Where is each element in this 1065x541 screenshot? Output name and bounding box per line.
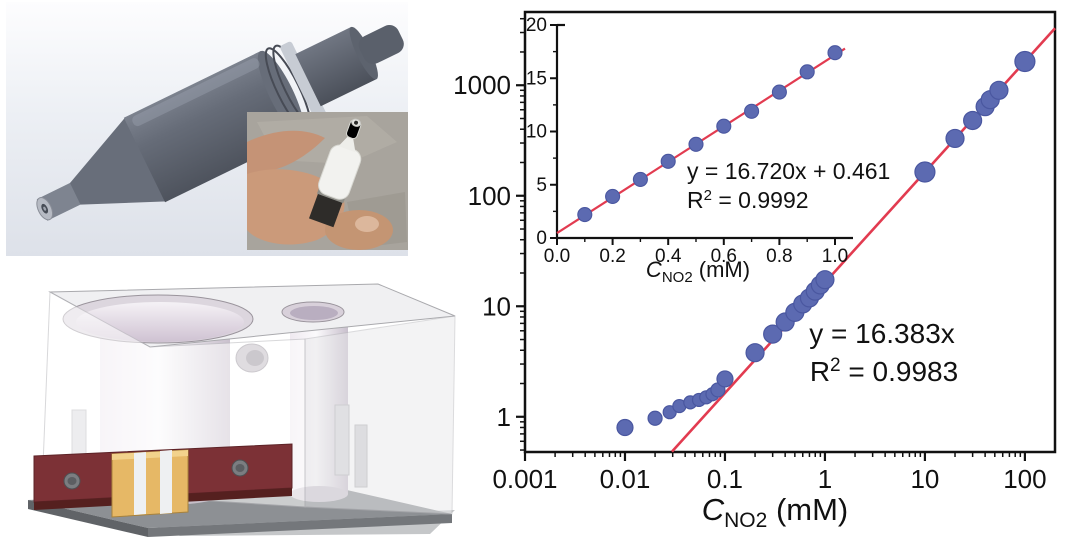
inset-x-tick-label: 0.2	[599, 246, 625, 267]
main-x-axis-label: CNO2 (mM)	[702, 492, 848, 532]
main-data-point	[815, 270, 835, 290]
screw-left-head	[67, 477, 77, 485]
main-r-squared-label: R2 = 0.9983	[810, 355, 958, 387]
y-tick-label: 100	[468, 181, 511, 211]
inset-y-tick-label: 15	[526, 68, 547, 89]
y-tick-label: 1000	[453, 70, 511, 100]
inset-data-point	[688, 136, 704, 152]
main-data-point	[963, 110, 983, 131]
inset-data-point	[827, 45, 843, 61]
probe-nozzle-hole	[354, 120, 359, 125]
hand-fingers	[247, 130, 325, 174]
sensor-tip-hole-center	[43, 206, 47, 211]
inset-data-point	[744, 103, 760, 119]
inset-data-point	[632, 171, 648, 187]
sensor-white-stripe-2	[160, 450, 172, 514]
inset-plot: 0.0 0.2 0.4 0.6 0.8 1.0 0 5 10 15 20 y = 16.720x + …	[526, 15, 890, 286]
main-data-point	[616, 418, 634, 437]
white-probe	[308, 118, 362, 228]
inset-x-axis-label: CNO2 (mM)	[646, 257, 750, 286]
inset-data-point	[716, 118, 732, 134]
main-data-point	[763, 324, 783, 344]
x-tick-label: 0.01	[600, 464, 651, 494]
sensor-nose-cone	[69, 116, 167, 205]
main-data-point	[716, 370, 734, 388]
flow-cell-cad-render	[28, 283, 456, 537]
flow-cell-panel	[0, 260, 460, 541]
screw-right-head	[235, 464, 245, 472]
inset-x-tick-label: 1.0	[822, 246, 848, 267]
x-tick-label: 10	[910, 464, 939, 494]
sensor-cad-render	[6, 2, 408, 256]
inset-r-squared-label: R2 = 0.9992	[687, 187, 809, 213]
y-tick-label: 10	[482, 291, 511, 321]
fingernail	[355, 216, 379, 232]
main-data-point	[647, 410, 663, 426]
inset-data-point	[605, 188, 621, 205]
inset-y-tick-label: 10	[526, 122, 547, 143]
inset-data-point	[799, 64, 815, 80]
base-plate-front	[28, 500, 148, 537]
main-data-point	[914, 161, 936, 183]
main-data-point	[1014, 50, 1036, 73]
inset-x-tick-label: 0.8	[766, 246, 792, 267]
sensor-rear-stub	[358, 24, 404, 65]
small-bore	[290, 306, 338, 320]
gold-sensor-element	[111, 449, 189, 518]
block-right-face	[304, 315, 456, 515]
sensor-barrel-highlight	[132, 58, 260, 127]
inset-data-point	[660, 153, 676, 169]
main-data-point	[945, 128, 965, 149]
inset-x-tick-label: 0.4	[655, 246, 682, 267]
inset-x-tick-label: 0.6	[711, 246, 737, 267]
base-plate-right	[148, 514, 452, 537]
sensor-silver-band	[280, 41, 328, 123]
sensor-render-panel	[6, 2, 408, 256]
inset-y-tick-label: 20	[526, 15, 547, 36]
y-tick-label: 1	[497, 402, 511, 432]
sensor-body	[36, 24, 404, 221]
x-tick-label: 0.001	[492, 464, 557, 494]
sensor-main-barrel	[123, 51, 302, 203]
main-plot-frame	[523, 10, 1057, 454]
main-data-point	[989, 80, 1009, 100]
inset-data-point	[771, 84, 787, 100]
inset-y-tick-label: 5	[536, 175, 547, 196]
probe-photo-inset	[247, 112, 408, 250]
x-tick-label: 1	[818, 464, 832, 494]
inset-equation-label: y = 16.720x + 0.461	[687, 158, 890, 184]
x-tick-label: 0.1	[707, 464, 743, 494]
inset-x-tick-label: 0.0	[544, 246, 570, 267]
inset-data-point	[577, 207, 593, 223]
main-equation-label: y = 16.383x	[809, 318, 955, 349]
inset-y-tick-label: 0	[536, 228, 547, 249]
sensor-white-stripe-1	[134, 452, 146, 515]
main-data-point	[745, 343, 765, 363]
x-tick-label: 100	[1003, 464, 1046, 494]
calibration-chart-panel: 0.001 0.01 0.1 1 10 100 1 10 100 1000 y = 16.383x R…	[440, 0, 1065, 541]
